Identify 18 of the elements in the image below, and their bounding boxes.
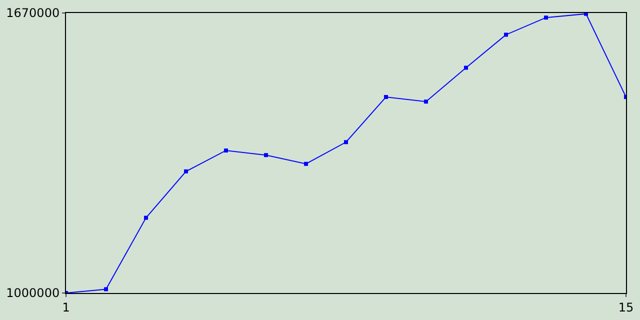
point <box>144 216 148 220</box>
point <box>304 162 308 166</box>
x-tick-label: 15 <box>618 300 634 314</box>
y-tick-label: 1670000 <box>6 6 60 20</box>
y-tick-label: 1000000 <box>6 286 60 300</box>
point <box>584 13 588 16</box>
point <box>464 66 468 70</box>
point <box>504 32 508 37</box>
point <box>344 140 348 144</box>
point <box>264 153 268 158</box>
point <box>384 95 388 99</box>
point <box>544 16 548 20</box>
point <box>184 169 188 174</box>
x-tick-label: 1 <box>62 300 70 314</box>
line-series <box>66 13 626 293</box>
point <box>224 148 228 152</box>
point <box>104 287 108 292</box>
point <box>424 100 428 104</box>
